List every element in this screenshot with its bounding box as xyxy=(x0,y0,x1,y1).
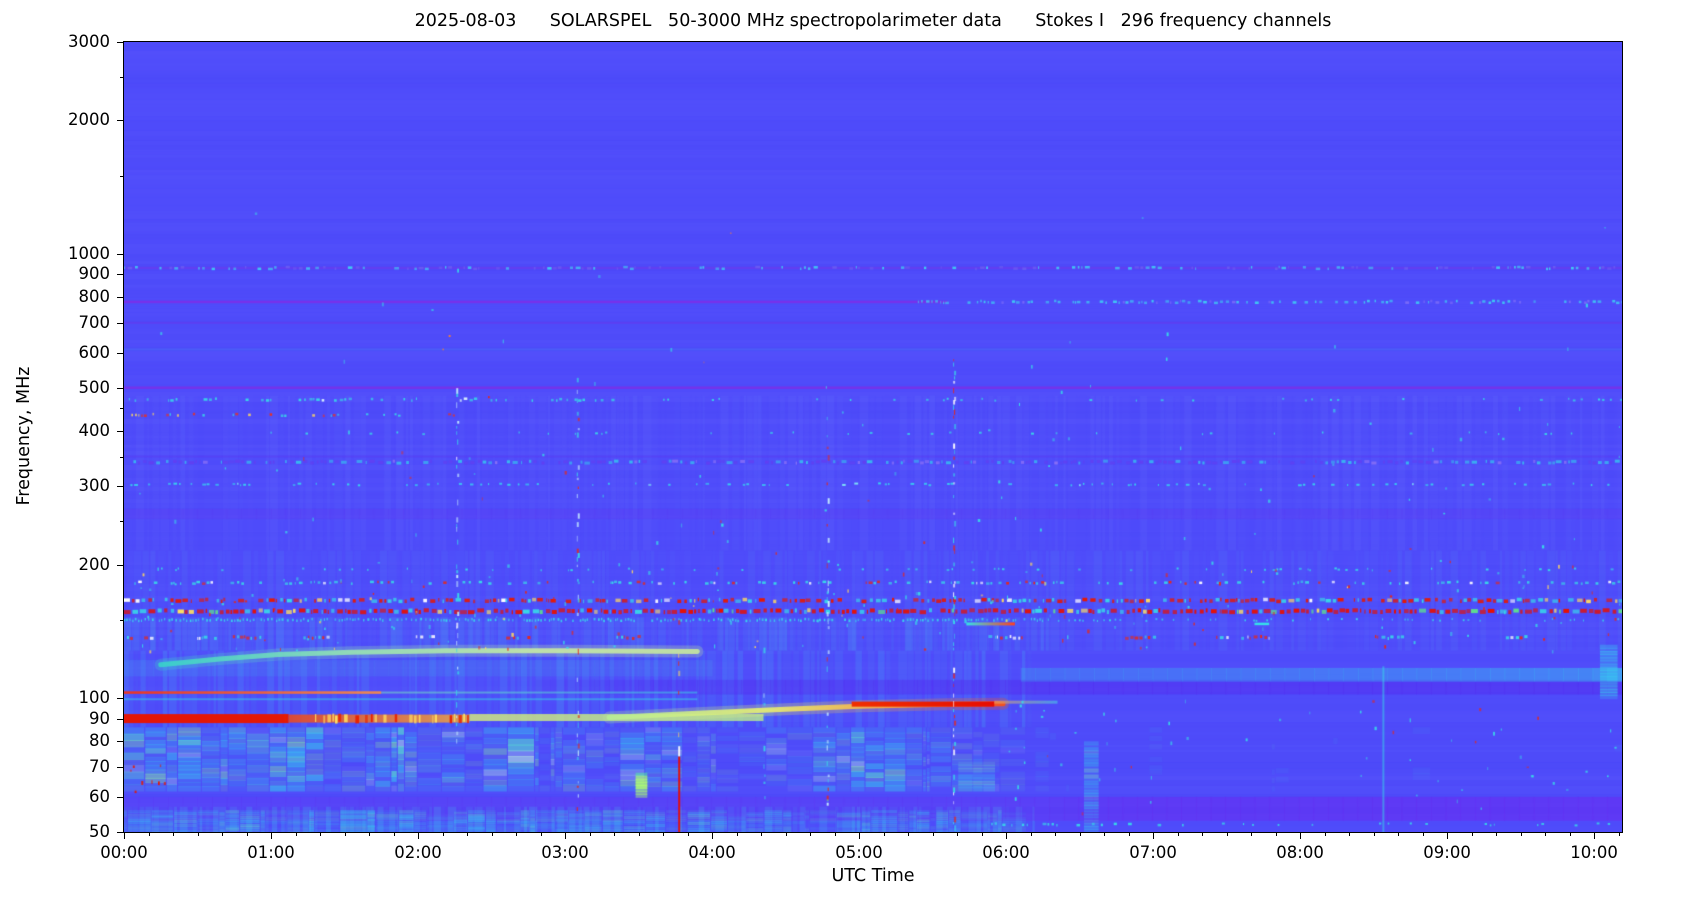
y-tick-label: 700 xyxy=(78,312,111,332)
y-tick-label: 800 xyxy=(78,287,111,307)
x-major-tick xyxy=(712,832,714,839)
x-major-tick xyxy=(1006,832,1008,839)
y-tick-label: 1000 xyxy=(68,243,110,263)
y-tick-label: 900 xyxy=(78,264,111,284)
x-tick-label: 04:00 xyxy=(688,843,736,862)
x-major-tick xyxy=(859,832,861,839)
x-major-tick xyxy=(124,832,125,839)
x-tick-label: 03:00 xyxy=(541,843,589,862)
x-tick-label: 05:00 xyxy=(835,843,883,862)
y-tick-label: 60 xyxy=(89,786,110,806)
y-tick-label: 100 xyxy=(78,688,111,708)
y-tick-label: 90 xyxy=(89,708,110,728)
x-major-tick xyxy=(418,832,419,839)
x-major-tick xyxy=(1300,832,1302,839)
x-major-tick xyxy=(1447,832,1449,839)
y-axis-label: Frequency, MHz xyxy=(14,366,34,506)
x-tick-label: 01:00 xyxy=(247,843,295,862)
y-tick-label: 3000 xyxy=(68,32,110,51)
plot-frame xyxy=(123,41,1623,833)
x-tick-label: 08:00 xyxy=(1276,843,1324,862)
x-tick-label: 10:00 xyxy=(1570,843,1618,862)
y-tick-label: 70 xyxy=(89,757,110,777)
x-tick-label: 00:00 xyxy=(100,843,148,862)
x-major-tick xyxy=(565,832,567,839)
x-tick-label: 07:00 xyxy=(1129,843,1177,862)
x-major-tick xyxy=(271,832,272,839)
y-tick-label: 2000 xyxy=(68,110,110,130)
y-tick-label: 50 xyxy=(89,822,110,841)
plot-title: 2025-08-03 SOLARSPEL 50-3000 MHz spectro… xyxy=(414,11,1332,31)
spectrogram-canvas xyxy=(124,42,1622,832)
x-major-tick xyxy=(1153,832,1155,839)
x-tick-label: 02:00 xyxy=(394,843,442,862)
y-tick-label: 80 xyxy=(89,731,110,751)
y-tick-label: 200 xyxy=(78,554,111,574)
x-major-tick xyxy=(1594,832,1596,839)
x-axis-label: UTC Time xyxy=(831,866,915,886)
x-tick-label: 06:00 xyxy=(982,843,1030,862)
x-tick-label: 09:00 xyxy=(1423,843,1471,862)
